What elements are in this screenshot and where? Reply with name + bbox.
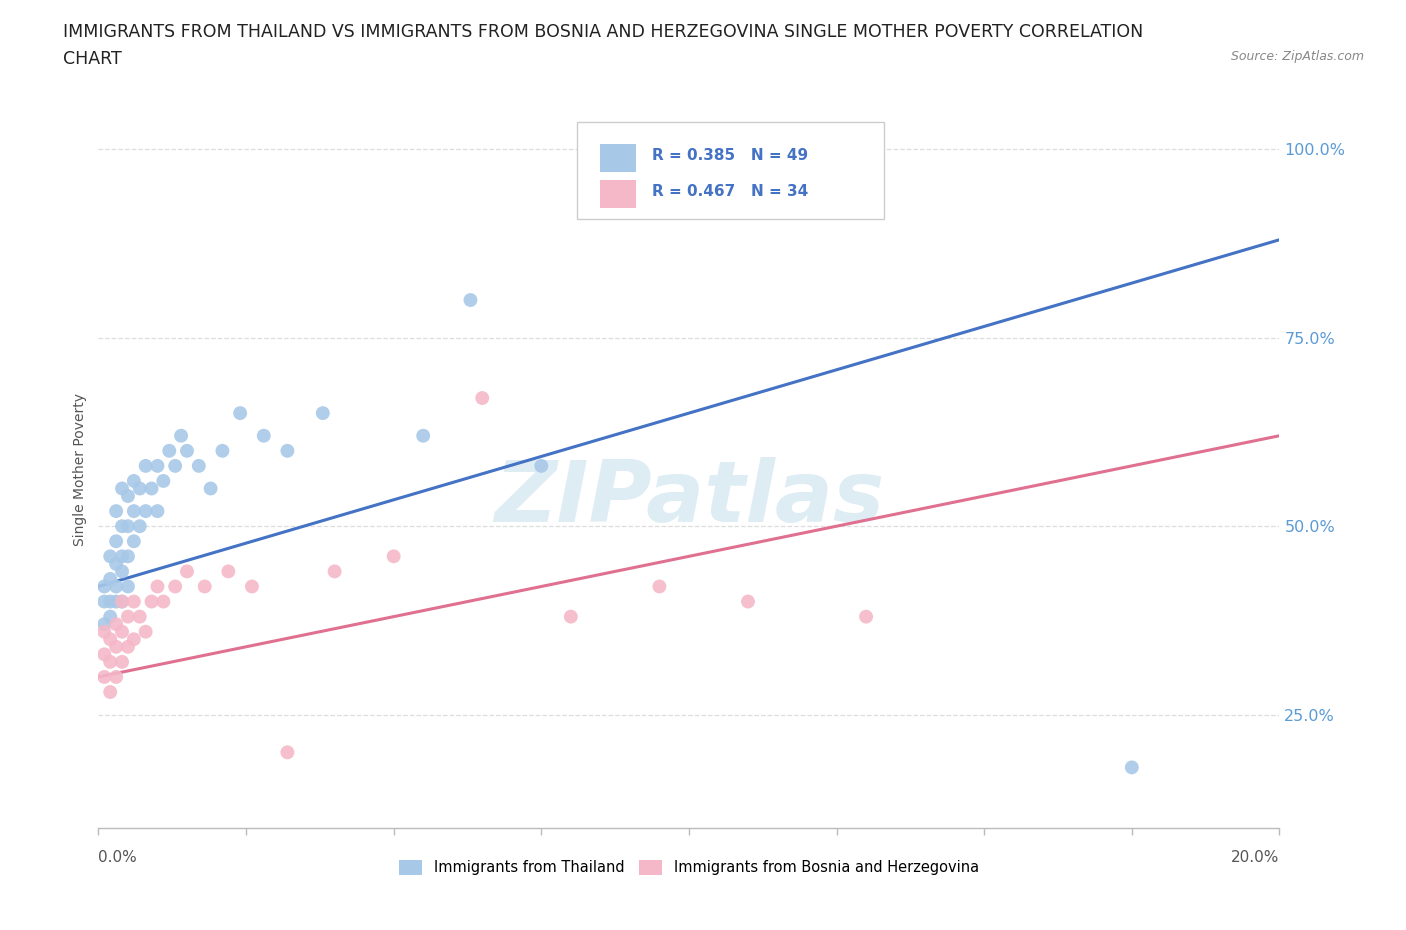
Point bbox=[152, 594, 174, 609]
Point bbox=[111, 549, 134, 564]
Point bbox=[141, 481, 163, 496]
Point bbox=[105, 639, 128, 654]
Point bbox=[855, 609, 877, 624]
Point bbox=[200, 481, 222, 496]
Point bbox=[105, 534, 128, 549]
Point bbox=[165, 579, 187, 594]
Point bbox=[146, 504, 169, 519]
Point bbox=[98, 549, 121, 564]
Text: CHART: CHART bbox=[63, 50, 122, 68]
Point bbox=[766, 165, 789, 179]
Text: R = 0.385   N = 49: R = 0.385 N = 49 bbox=[652, 149, 808, 164]
Point bbox=[105, 670, 128, 684]
FancyBboxPatch shape bbox=[576, 123, 884, 219]
Point bbox=[98, 631, 121, 646]
Point bbox=[229, 405, 252, 420]
Point bbox=[98, 594, 121, 609]
Point bbox=[648, 579, 671, 594]
Y-axis label: Single Mother Poverty: Single Mother Poverty bbox=[73, 393, 87, 546]
Text: R = 0.467   N = 34: R = 0.467 N = 34 bbox=[652, 184, 808, 199]
Point bbox=[176, 564, 198, 578]
Point bbox=[117, 639, 139, 654]
Point bbox=[128, 481, 150, 496]
Point bbox=[382, 549, 405, 564]
Point bbox=[111, 481, 134, 496]
Point bbox=[117, 609, 139, 624]
Point bbox=[194, 579, 217, 594]
Point bbox=[122, 473, 145, 488]
Point bbox=[98, 684, 121, 699]
Point bbox=[1121, 760, 1143, 775]
Point bbox=[111, 624, 134, 639]
Point bbox=[157, 444, 180, 458]
Point bbox=[93, 670, 115, 684]
FancyBboxPatch shape bbox=[600, 179, 636, 208]
Point bbox=[98, 609, 121, 624]
Point bbox=[135, 504, 157, 519]
Point bbox=[105, 504, 128, 519]
Point bbox=[111, 594, 134, 609]
Point bbox=[176, 444, 198, 458]
Point bbox=[111, 519, 134, 534]
Point bbox=[93, 617, 115, 631]
Point bbox=[560, 609, 582, 624]
Text: 0.0%: 0.0% bbox=[98, 850, 138, 865]
Point bbox=[253, 429, 276, 444]
Point bbox=[460, 293, 482, 308]
Point bbox=[105, 617, 128, 631]
Point bbox=[111, 594, 134, 609]
Point bbox=[170, 429, 193, 444]
Point bbox=[93, 579, 115, 594]
Point bbox=[105, 579, 128, 594]
Point bbox=[128, 609, 150, 624]
Point bbox=[240, 579, 263, 594]
Text: ZIPatlas: ZIPatlas bbox=[494, 457, 884, 539]
Point bbox=[737, 594, 759, 609]
Point bbox=[135, 458, 157, 473]
Text: 20.0%: 20.0% bbox=[1232, 850, 1279, 865]
FancyBboxPatch shape bbox=[600, 144, 636, 172]
Point bbox=[111, 655, 134, 670]
Point bbox=[276, 444, 298, 458]
Point bbox=[105, 594, 128, 609]
Point bbox=[152, 473, 174, 488]
Point bbox=[141, 594, 163, 609]
Point bbox=[93, 594, 115, 609]
Text: IMMIGRANTS FROM THAILAND VS IMMIGRANTS FROM BOSNIA AND HERZEGOVINA SINGLE MOTHER: IMMIGRANTS FROM THAILAND VS IMMIGRANTS F… bbox=[63, 23, 1143, 41]
Point bbox=[146, 458, 169, 473]
Point bbox=[93, 647, 115, 662]
Point bbox=[648, 165, 671, 179]
Point bbox=[323, 564, 346, 578]
Point bbox=[122, 504, 145, 519]
Point bbox=[117, 519, 139, 534]
Point bbox=[187, 458, 209, 473]
Point bbox=[117, 488, 139, 503]
Point bbox=[117, 579, 139, 594]
Point bbox=[105, 556, 128, 571]
Point bbox=[98, 655, 121, 670]
Point bbox=[165, 458, 187, 473]
Legend: Immigrants from Thailand, Immigrants from Bosnia and Herzegovina: Immigrants from Thailand, Immigrants fro… bbox=[392, 855, 986, 882]
Point bbox=[98, 572, 121, 587]
Point bbox=[217, 564, 239, 578]
Point bbox=[412, 429, 434, 444]
Point bbox=[128, 519, 150, 534]
Point bbox=[471, 391, 494, 405]
Point bbox=[117, 549, 139, 564]
Point bbox=[146, 579, 169, 594]
Point bbox=[530, 458, 553, 473]
Text: Source: ZipAtlas.com: Source: ZipAtlas.com bbox=[1230, 50, 1364, 63]
Point bbox=[211, 444, 233, 458]
Point bbox=[276, 745, 298, 760]
Point bbox=[122, 631, 145, 646]
Point bbox=[122, 534, 145, 549]
Point bbox=[122, 594, 145, 609]
Point bbox=[312, 405, 335, 420]
Point bbox=[93, 624, 115, 639]
Point bbox=[135, 624, 157, 639]
Point bbox=[111, 564, 134, 578]
